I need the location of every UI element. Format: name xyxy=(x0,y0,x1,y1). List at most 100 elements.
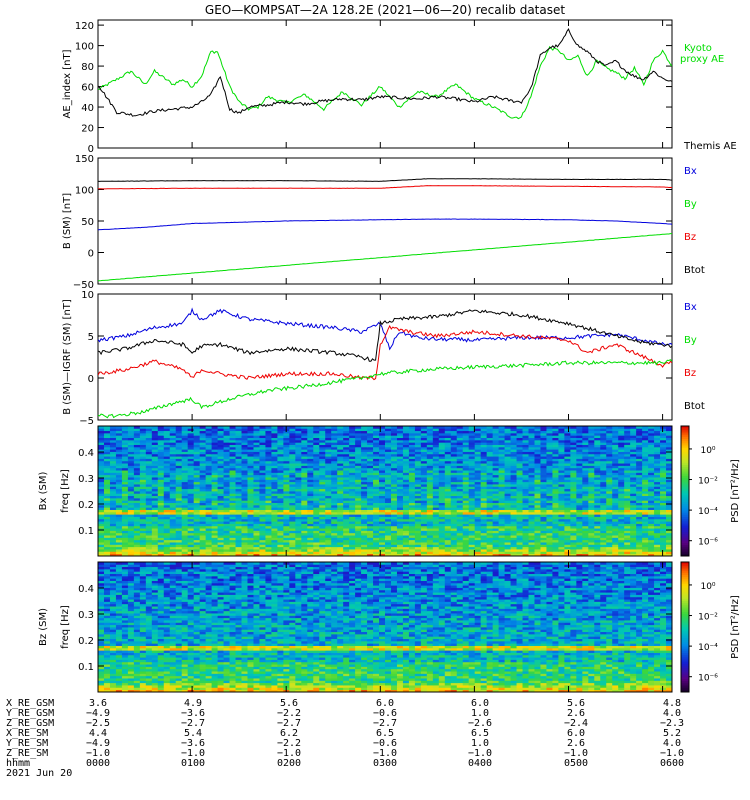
psd_bx-cell xyxy=(121,484,129,487)
psd_bx-cell xyxy=(307,444,314,448)
psd_bx-cell xyxy=(468,523,476,527)
psd_bx-cell xyxy=(528,444,535,448)
psd_bx-cell xyxy=(660,537,667,541)
psd_bx-cell xyxy=(163,484,171,487)
psd_bx-cell xyxy=(193,470,201,473)
psd_bx-cell xyxy=(666,532,673,536)
psd_bx-cell xyxy=(432,525,440,529)
psd_bx-cell xyxy=(98,474,105,478)
psd_bx-cell xyxy=(265,521,272,524)
psd_bx-cell xyxy=(98,458,105,462)
psd_bx-cell xyxy=(528,458,535,462)
psd_bx-cell xyxy=(444,502,452,506)
psd_bx-cell xyxy=(379,507,386,510)
psd_bx-cell xyxy=(229,444,236,448)
psd_bx-cell xyxy=(474,458,482,462)
psd_bx-cell xyxy=(247,463,254,466)
psd_bx-cell xyxy=(367,502,374,506)
psd_bx-cell xyxy=(235,477,242,480)
psd_bx-cell xyxy=(540,507,547,510)
psd_bx-cell xyxy=(570,446,577,450)
psd_bx-cell xyxy=(594,514,601,517)
psd_bx-cell xyxy=(373,521,380,524)
psd_bx-cell xyxy=(385,518,392,522)
psd_bx-cell xyxy=(648,491,655,494)
psd_bx-cell xyxy=(205,525,213,529)
psd_bx-cell xyxy=(121,493,129,497)
psd_bx-cell xyxy=(558,493,565,497)
psd_bx-cell xyxy=(528,463,535,466)
psd_bx-cell xyxy=(241,535,248,538)
psd_bx-cell xyxy=(217,514,224,517)
psd_bx-cell xyxy=(361,497,368,501)
psd_bx-cell xyxy=(426,509,434,513)
psd_bx-cell xyxy=(169,491,177,494)
psd_bx-cell xyxy=(426,532,434,536)
psd_bx-cell xyxy=(576,495,583,499)
psd_bx-cell xyxy=(211,539,218,543)
psd_bx-cell xyxy=(343,502,350,506)
psd_bx-cell xyxy=(516,502,523,506)
psd_bx-cell xyxy=(241,467,248,471)
psd_bx-cell xyxy=(325,530,332,534)
psd_bx-cell xyxy=(504,463,511,466)
psd_bx-cell xyxy=(450,535,458,538)
psd_bx-cell xyxy=(283,507,290,510)
psd_bx-cell xyxy=(265,479,272,483)
psd_bx-cell xyxy=(552,535,559,538)
psd_bx-cell xyxy=(181,463,189,466)
psd_bx-cell xyxy=(265,460,272,464)
psd_bx-cell xyxy=(480,507,488,510)
psd_bx-cell xyxy=(420,491,428,494)
psd_bx-cell xyxy=(295,539,302,543)
psd_bx-cell xyxy=(325,493,332,497)
psd_bx-cell xyxy=(187,542,195,545)
psd_bx-cell xyxy=(193,477,201,480)
psd_bx-cell xyxy=(654,516,661,520)
psd_bx-cell xyxy=(666,484,673,487)
psd_bx-cell xyxy=(420,511,428,515)
psd_bx-cell xyxy=(307,537,314,541)
psd_bx-cell xyxy=(373,502,380,506)
psd_bx-cell xyxy=(408,518,416,522)
psd_bx-cell xyxy=(456,437,464,441)
psd_bx-cell xyxy=(552,479,559,483)
psd_bx-cell xyxy=(283,449,290,452)
psd_bx-cell xyxy=(504,479,511,483)
psd_bx-cell xyxy=(223,532,230,536)
psd_bx-cell xyxy=(145,439,153,443)
psd_bx-cell xyxy=(325,511,332,515)
psd_bx-cell xyxy=(193,453,201,457)
psd_bx-cell xyxy=(133,491,141,494)
psd_bx-cell xyxy=(450,507,458,510)
psd_bx-cell xyxy=(337,549,344,552)
psd_bx-cell xyxy=(600,502,607,506)
psd_bx-cell xyxy=(624,518,631,522)
psd_bx-cell xyxy=(486,444,494,448)
psd_bx-cell xyxy=(450,525,458,529)
psd_bx-cell xyxy=(612,546,619,550)
psd_bx-cell xyxy=(534,525,541,529)
psd_bx-cell xyxy=(468,491,476,494)
psd_bx-cell xyxy=(349,442,356,445)
psd_bx-cell xyxy=(414,437,422,441)
psd_bx-cell xyxy=(480,472,488,476)
psd_bx-cell xyxy=(355,516,362,520)
psd_bx-cell xyxy=(349,463,356,466)
psd_bx-cell xyxy=(558,453,565,457)
psd_bx-cell xyxy=(474,442,482,445)
psd_bx-cell xyxy=(253,437,260,441)
psd_bx-cell xyxy=(253,442,260,445)
psd_bx-cell xyxy=(157,437,165,441)
psd_bx-cell xyxy=(109,437,117,441)
psd_bx-cell xyxy=(588,500,595,504)
psd_bx-cell xyxy=(414,511,422,515)
psd_bx-cell xyxy=(217,551,224,555)
psd_bx-cell xyxy=(127,504,135,508)
psd_bx-cell xyxy=(349,456,356,459)
psd_bx-cell xyxy=(163,537,171,541)
psd_bx-cell xyxy=(432,479,440,483)
psd_bx-cell xyxy=(193,537,201,541)
psd_bx-cell xyxy=(295,463,302,466)
psd_bx-cell xyxy=(373,518,380,522)
